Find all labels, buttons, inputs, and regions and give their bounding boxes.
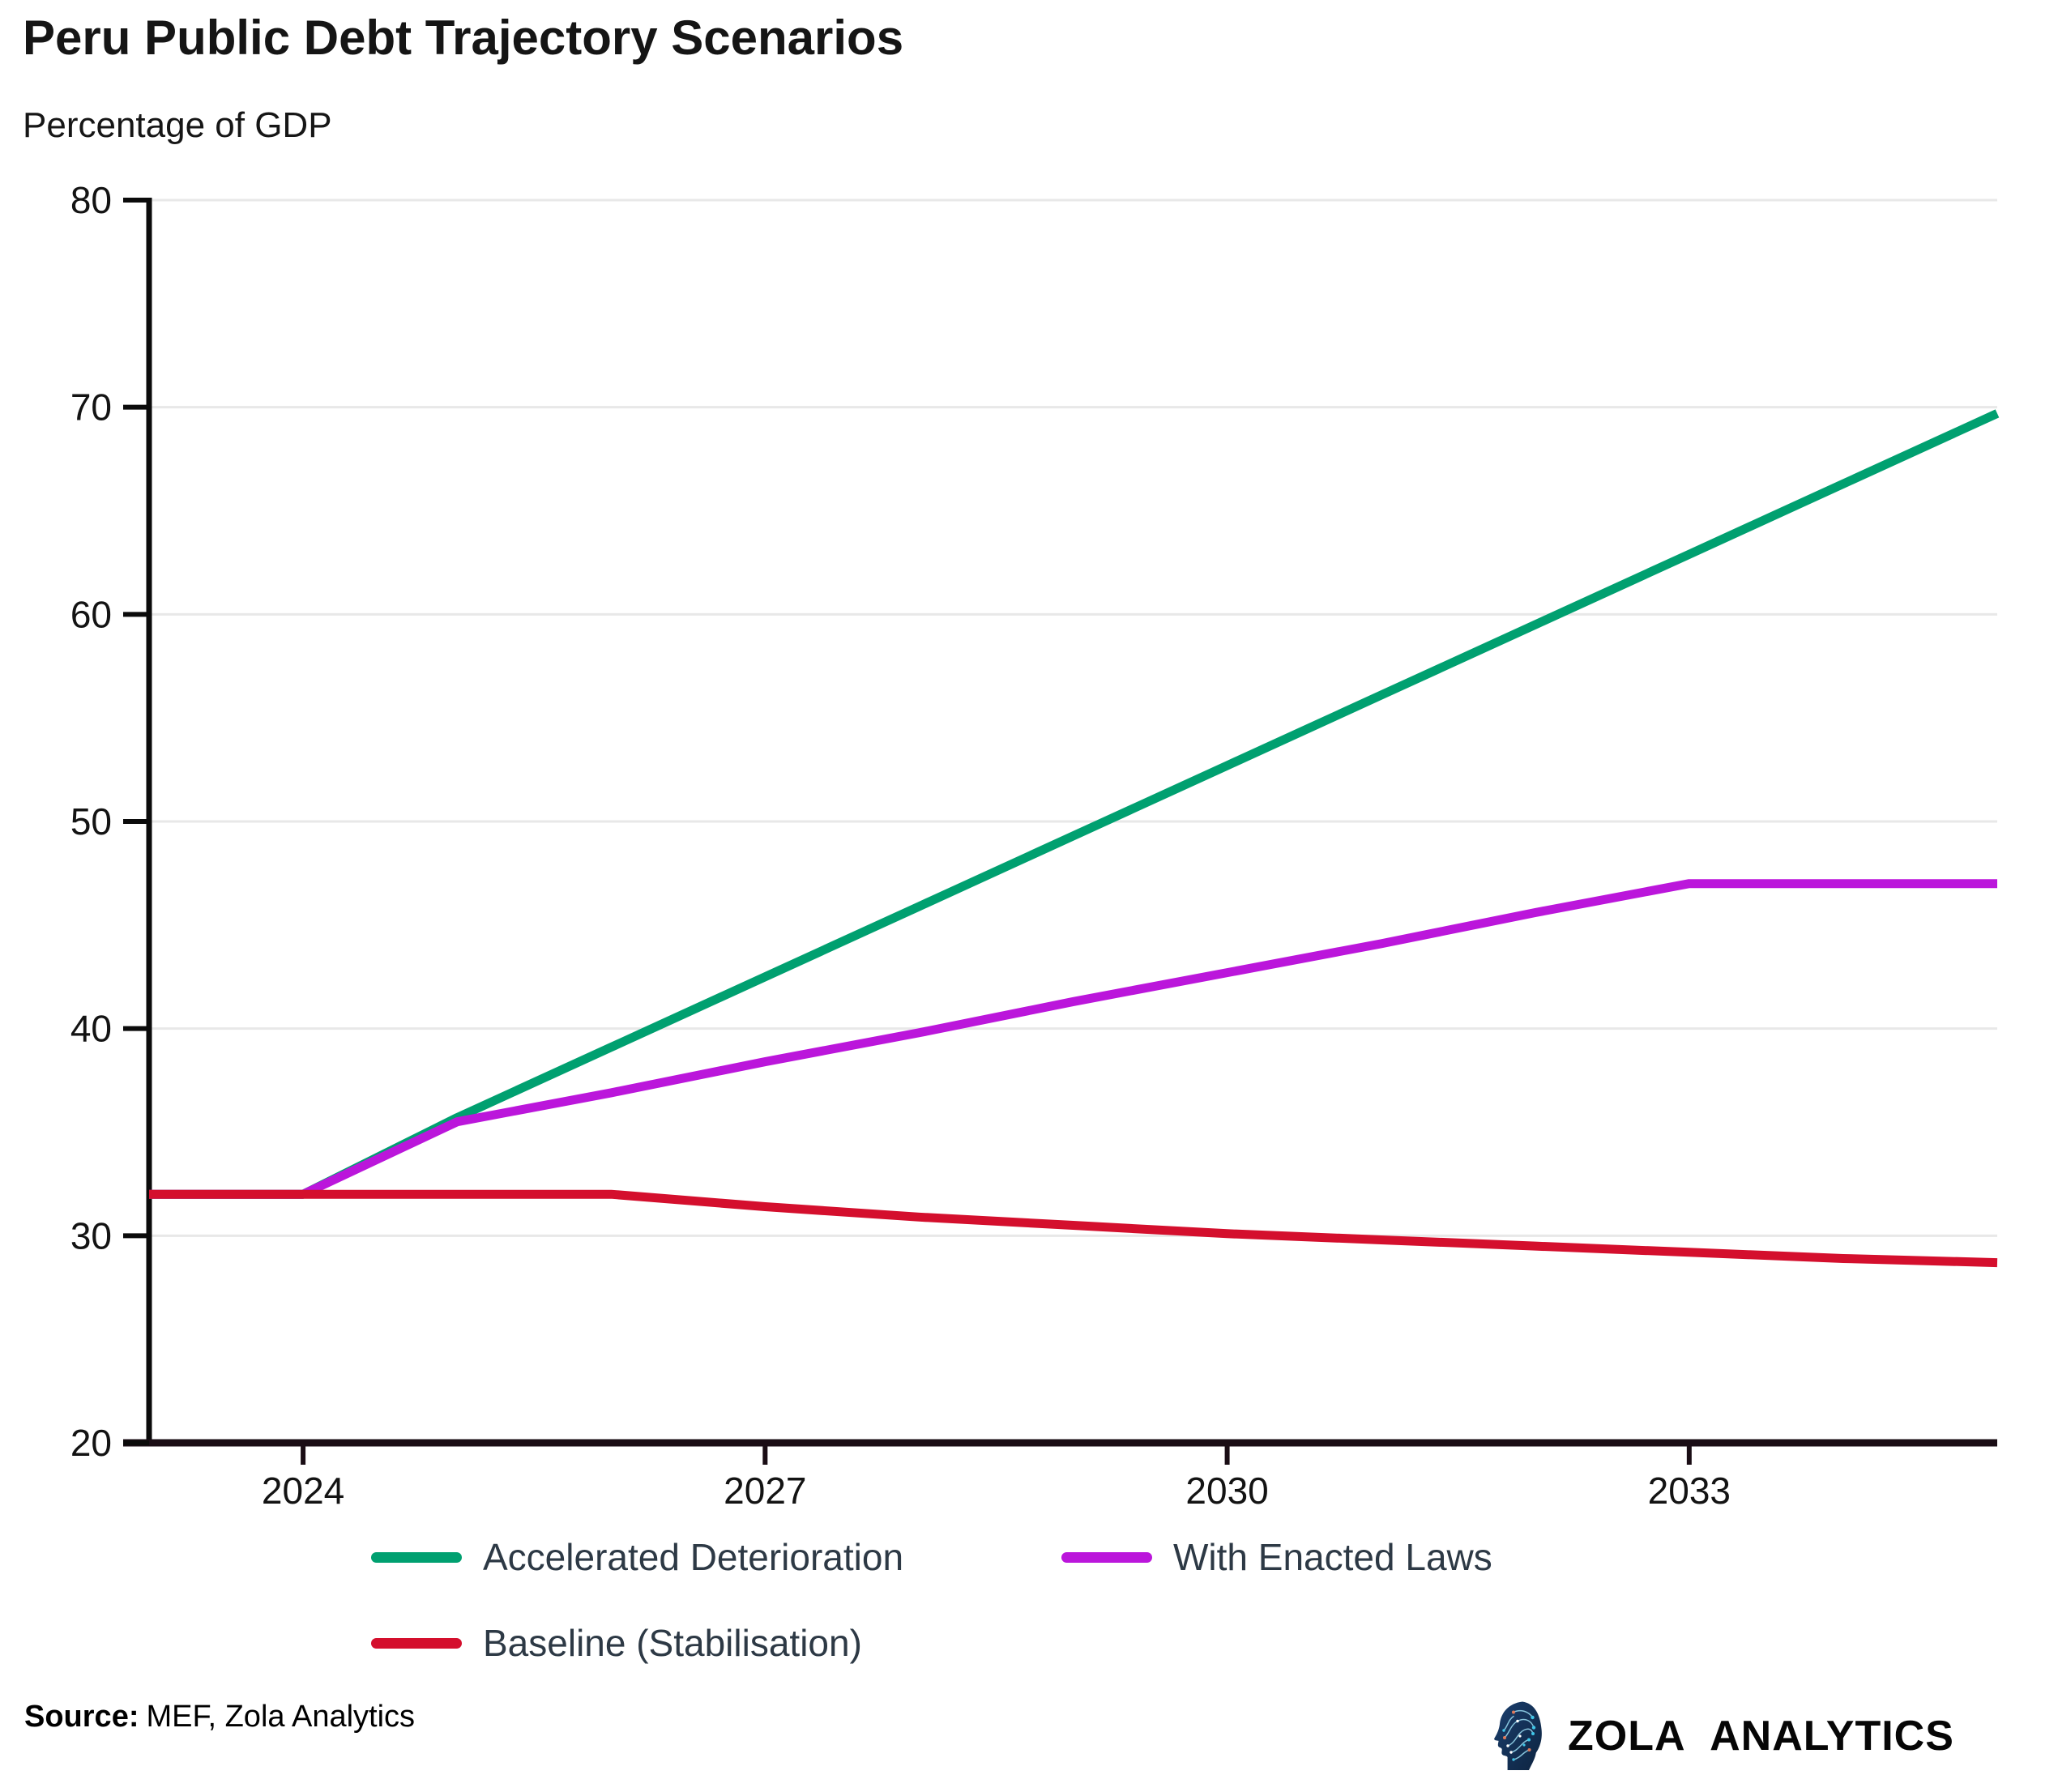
legend-item-with-enacted-laws: With Enacted Laws [1061, 1534, 1492, 1580]
y-tick-label-20: 20 [70, 1422, 112, 1464]
x-tick-label-2024: 2024 [262, 1470, 344, 1512]
legend-swatch-baseline-stabilisation [371, 1637, 462, 1649]
chart-title: Peru Public Debt Trajectory Scenarios [23, 11, 904, 65]
series-line-with-enacted-laws [149, 879, 1997, 1199]
legend-label-with-enacted-laws: With Enacted Laws [1173, 1536, 1492, 1578]
legend-item-baseline-stabilisation: Baseline (Stabilisation) [371, 1620, 862, 1666]
x-tick-label-2027: 2027 [724, 1470, 806, 1512]
y-tick-label-30: 30 [70, 1214, 112, 1257]
series-line-accelerated-deterioration [149, 409, 2000, 1199]
source-text: MEF, Zola Analytics [146, 1700, 416, 1734]
circuit-head-icon [1494, 1701, 1542, 1770]
legend-label-accelerated-deterioration: Accelerated Deterioration [483, 1536, 904, 1578]
legend-swatch-with-enacted-laws [1061, 1551, 1152, 1563]
legend-label-baseline-stabilisation: Baseline (Stabilisation) [483, 1622, 862, 1664]
zola-analytics-logo: ZOLA ANALYTICS [1493, 1700, 1954, 1773]
x-tick-label-2033: 2033 [1648, 1470, 1731, 1512]
logo-text: ZOLA ANALYTICS [1568, 1713, 1954, 1760]
y-tick-label-80: 80 [70, 179, 112, 221]
y-tick-label-50: 50 [70, 800, 112, 843]
y-tick-label-70: 70 [70, 386, 112, 429]
source-note: Source: MEF, Zola Analytics [24, 1700, 415, 1734]
series-line-baseline-stabilisation- [149, 1189, 1998, 1268]
legend-item-accelerated-deterioration: Accelerated Deterioration [371, 1534, 903, 1580]
y-tick-label-40: 40 [70, 1008, 112, 1050]
source-label: Source: [24, 1700, 139, 1734]
legend-swatch-accelerated-deterioration [371, 1551, 462, 1563]
y-tick-label-60: 60 [70, 593, 112, 635]
chart-subtitle: Percentage of GDP [23, 105, 332, 145]
x-tick-label-2030: 2030 [1185, 1470, 1268, 1512]
